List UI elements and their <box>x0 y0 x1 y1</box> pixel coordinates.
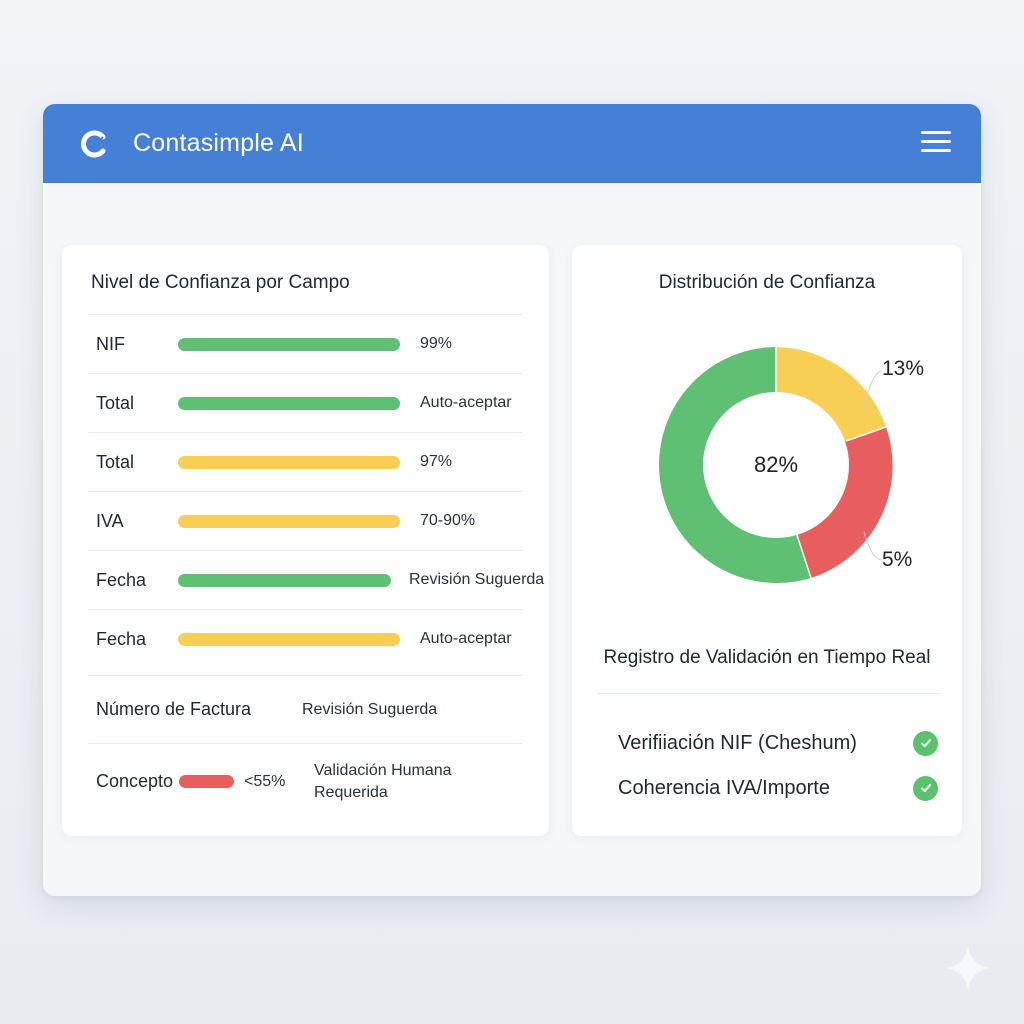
field-value: 70-90% <box>420 512 476 529</box>
validation-log-title: Registro de Validación en Tiempo Real <box>603 647 931 668</box>
check-circle-icon <box>913 730 938 756</box>
confidence-bar <box>178 455 400 469</box>
app-window: Contasimple AI Nivel de Confianza por Ca… <box>43 104 981 896</box>
panel-title: Distribución de Confianza <box>658 272 876 293</box>
field-note: Validación Humana Requerida <box>314 760 484 804</box>
field-value: 99% <box>420 335 453 352</box>
field-row-numero-factura: Número de Factura Revisión Suguerda <box>88 675 522 743</box>
note-line: Requerida <box>314 783 388 801</box>
field-row-total: Total Auto-aceptar <box>88 373 522 432</box>
field-label: Fecha <box>96 569 147 590</box>
field-row-concepto: Concepto <55% Validación Humana Requerid… <box>88 743 522 819</box>
donut-chart: 82% <box>656 345 896 585</box>
confidence-bar <box>178 514 400 528</box>
contasimple-logo-icon <box>81 130 106 157</box>
field-row-iva: IVA 70-90% <box>88 491 522 550</box>
validation-item-label: Verifiiación NIF (Cheshum) <box>618 731 857 754</box>
field-label: Fecha <box>96 628 147 649</box>
validation-item: Verifiiación NIF (Cheshum) <box>618 728 940 758</box>
field-value: Revisión Suguerda <box>409 571 545 588</box>
donut-center-value: 82% <box>753 452 799 477</box>
field-row-nif: NIF 99% <box>88 314 522 373</box>
note-line: Validación Humana <box>314 761 452 779</box>
field-label: Concepto <box>96 771 174 791</box>
app-title: Contasimple AI <box>133 129 304 157</box>
confidence-distribution-panel: Distribución de Confianza 82% 13% 5% Reg… <box>572 245 962 836</box>
confidence-bar <box>178 337 400 351</box>
field-value: Auto-aceptar <box>420 630 512 647</box>
field-label: IVA <box>96 510 124 531</box>
field-row-fecha: Fecha Revisión Suguerda <box>88 550 544 609</box>
field-label: Total <box>96 392 135 413</box>
divider <box>598 693 940 694</box>
field-label: Número de Factura <box>96 699 252 719</box>
panel-title: Nivel de Confianza por Campo <box>91 272 350 293</box>
donut-chart-svg <box>659 347 893 583</box>
validation-item: Coherencia IVA/Importe <box>618 773 940 803</box>
leader-line-red <box>863 531 883 561</box>
confidence-by-field-panel: Nivel de Confianza por Campo NIF 99% Tot… <box>62 245 549 836</box>
top-bar: Contasimple AI <box>43 104 981 183</box>
field-value: 97% <box>420 453 453 470</box>
confidence-bar <box>178 573 391 587</box>
confidence-bar <box>179 775 234 788</box>
validation-item-label: Coherencia IVA/Importe <box>618 776 830 799</box>
donut-label-red: 5% <box>882 548 913 571</box>
confidence-bar <box>178 632 400 646</box>
field-value: Auto-aceptar <box>420 394 512 411</box>
field-row-fecha: Fecha Auto-aceptar <box>88 609 522 668</box>
field-value: <55% <box>244 772 286 790</box>
field-label: Total <box>96 451 135 472</box>
hamburger-menu-icon[interactable] <box>921 131 951 155</box>
check-circle-icon <box>913 775 938 801</box>
confidence-bar <box>178 396 400 410</box>
field-label: NIF <box>96 333 125 354</box>
field-row-total: Total 97% <box>88 432 522 491</box>
field-value: Revisión Suguerda <box>302 700 438 718</box>
sparkle-icon <box>946 946 990 990</box>
donut-label-yellow: 13% <box>882 357 925 380</box>
leader-line-yellow <box>863 370 883 410</box>
